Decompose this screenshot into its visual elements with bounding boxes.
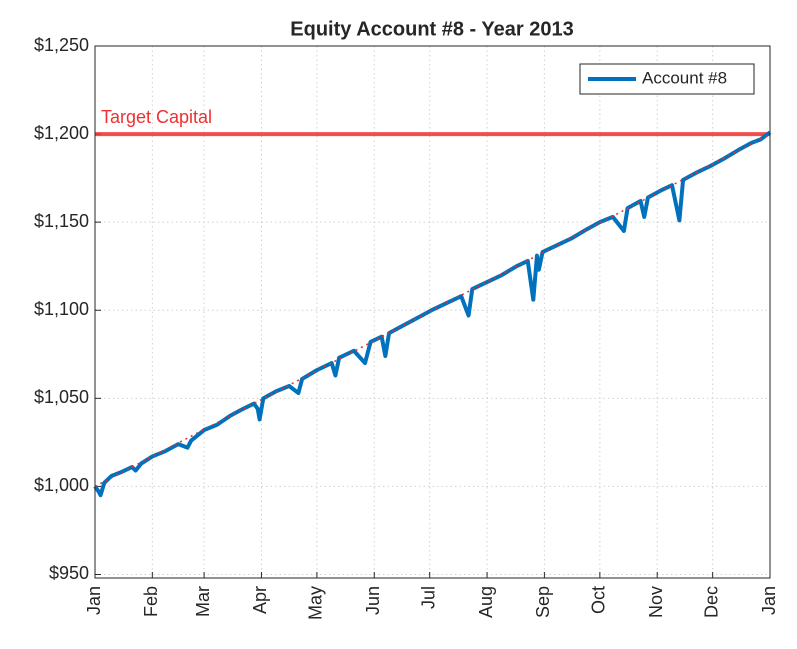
x-tick-label: Nov [646, 586, 666, 618]
x-tick-label: Jan [759, 586, 779, 615]
x-tick-label: Apr [250, 586, 270, 614]
y-tick-label: $1,200 [34, 123, 89, 143]
y-tick-label: $1,050 [34, 387, 89, 407]
y-tick-label: $1,000 [34, 475, 89, 495]
target-label: Target Capital [101, 107, 212, 127]
x-tick-label: Sep [533, 586, 553, 618]
y-tick-label: $1,100 [34, 299, 89, 319]
x-tick-label: May [306, 586, 326, 620]
legend-box [579, 63, 755, 95]
chart-title: Equity Account #8 - Year 2013 [290, 18, 573, 40]
x-tick-label: Jul [418, 586, 438, 609]
y-tick-label: $950 [49, 563, 89, 583]
x-tick-label: Aug [476, 586, 496, 618]
x-tick-label: Feb [141, 586, 161, 617]
x-tick-label: Mar [193, 586, 213, 617]
x-tick-label: Oct [589, 586, 609, 614]
y-tick-label: $1,250 [34, 35, 89, 55]
x-tick-label: Dec [701, 586, 721, 618]
legend-label: Account #8 [642, 68, 727, 87]
reference-line [94, 133, 771, 488]
y-tick-label: $1,150 [34, 211, 89, 231]
x-tick-label: Jan [84, 586, 104, 615]
legend: Account #8 [579, 63, 755, 95]
x-tick-label: Jun [363, 586, 383, 615]
axes-box [94, 45, 771, 579]
